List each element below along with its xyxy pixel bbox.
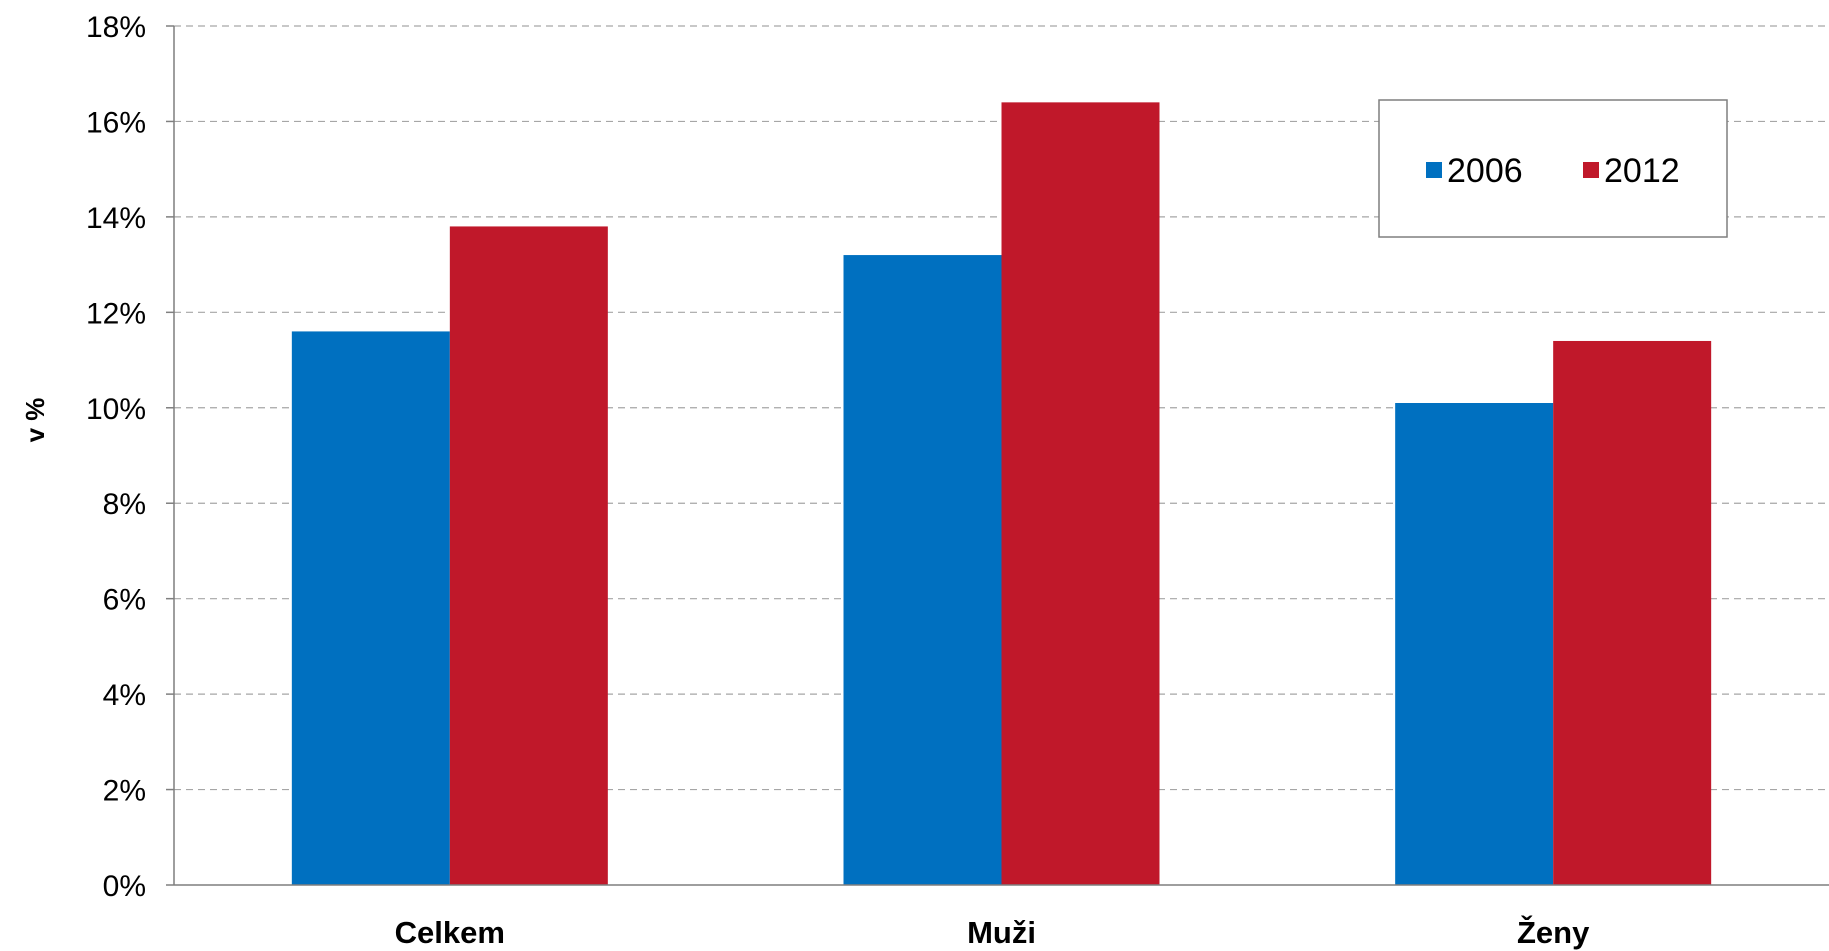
y-tick-label: 4%	[103, 679, 146, 712]
axes	[173, 26, 1829, 886]
bar-2012-2	[1553, 340, 1712, 885]
y-tick-label: 12%	[86, 297, 146, 330]
legend-swatch-2006	[1426, 162, 1442, 178]
legend-label-2012: 2012	[1604, 152, 1680, 190]
y-tick-label: 16%	[86, 106, 146, 139]
y-tick-label: 14%	[86, 202, 146, 235]
bar-2006-0	[291, 331, 450, 885]
y-tick-label: 18%	[86, 11, 146, 44]
y-tick-label: 2%	[103, 775, 146, 808]
bar-2006-2	[1395, 403, 1554, 885]
bar-2006-1	[843, 255, 1002, 886]
category-label: Ženy	[1517, 914, 1590, 950]
y-tick-label: 10%	[86, 393, 146, 426]
y-tick-labels: 0% 2% 4% 6% 8% 10% 12% 14% 16% 18%	[86, 11, 174, 903]
category-label: Celkem	[395, 915, 505, 950]
legend-swatch-2012	[1583, 162, 1599, 178]
legend-label-2006: 2006	[1447, 152, 1523, 190]
bar-2012-0	[449, 226, 608, 885]
category-label: Muži	[967, 915, 1036, 950]
y-axis-title: v %	[20, 398, 50, 443]
bar-2012-1	[1001, 102, 1160, 886]
y-tick-label: 0%	[103, 870, 146, 903]
category-labels: Celkem Muži Ženy	[395, 914, 1590, 950]
legend: 2006 2012	[1378, 99, 1728, 238]
y-tick-label: 6%	[103, 584, 146, 617]
bars	[291, 102, 1712, 886]
y-tick-label: 8%	[103, 488, 146, 521]
